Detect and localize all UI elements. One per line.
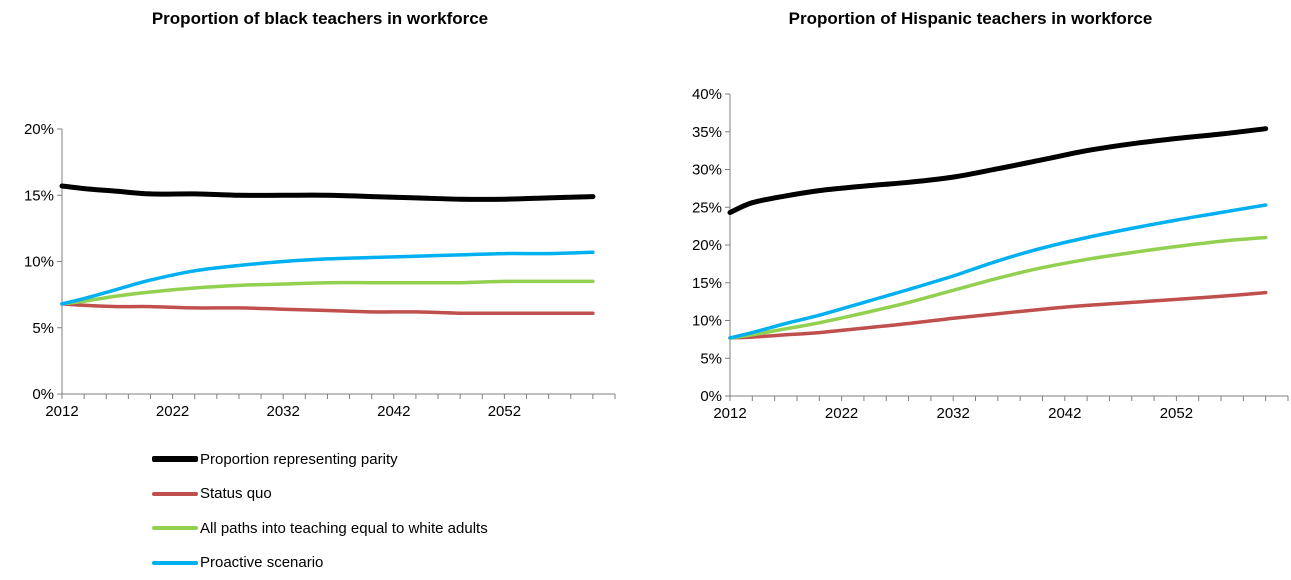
y-tick-label: 35% bbox=[692, 124, 722, 141]
x-tick-label: 2012 bbox=[713, 405, 746, 422]
x-tick-label: 2012 bbox=[45, 403, 78, 420]
y-tick-label: 5% bbox=[32, 320, 54, 337]
legend-item-equal-paths: All paths into teaching equal to white a… bbox=[152, 511, 612, 546]
legend-swatch bbox=[152, 526, 198, 530]
y-tick-label: 5% bbox=[700, 350, 722, 367]
legend-swatch bbox=[152, 492, 198, 496]
x-tick-label: 2042 bbox=[377, 403, 410, 420]
y-tick-label: 30% bbox=[692, 162, 722, 179]
y-tick-label: 0% bbox=[700, 388, 722, 405]
chart-legend: Proportion representing parity Status qu… bbox=[152, 442, 612, 580]
series-line-status-quo bbox=[62, 304, 593, 313]
legend-item-proactive: Proactive scenario bbox=[152, 546, 612, 580]
x-tick-label: 2052 bbox=[488, 403, 521, 420]
line-chart-hispanic: 0% 5% 10% 15% 20% 25% 30% 35% 40% 2012 2022 2032 204… bbox=[650, 0, 1291, 440]
y-tick-label: 25% bbox=[692, 199, 722, 216]
y-tick-label: 10% bbox=[692, 313, 722, 330]
chart-hispanic-teachers: Proportion of Hispanic teachers in workf… bbox=[650, 0, 1291, 569]
y-tick-label: 0% bbox=[32, 386, 54, 403]
x-tick-label: 2052 bbox=[1160, 405, 1193, 422]
legend-swatch bbox=[152, 456, 198, 462]
y-tick-label: 15% bbox=[24, 187, 54, 204]
y-tick-label: 40% bbox=[692, 86, 722, 103]
legend-label: Status quo bbox=[200, 485, 272, 502]
legend-label: All paths into teaching equal to white a… bbox=[200, 520, 488, 537]
legend-item-parity: Proportion representing parity bbox=[152, 442, 612, 477]
line-chart-black: 0% 5% 10% 15% 20% 2012 2022 2032 2042 2052 bbox=[0, 0, 640, 440]
x-tick-label: 2022 bbox=[825, 405, 858, 422]
x-tick-label: 2022 bbox=[156, 403, 189, 420]
series-line-proactive-scenario bbox=[730, 205, 1266, 338]
legend-item-status-quo: Status quo bbox=[152, 477, 612, 512]
series-line-all-paths-into-teaching-equal-to-white-adults bbox=[730, 238, 1266, 338]
series-line-all-paths-into-teaching-equal-to-white-adults bbox=[62, 281, 593, 304]
y-tick-label: 20% bbox=[24, 121, 54, 138]
y-tick-label: 15% bbox=[692, 275, 722, 292]
legend-swatch bbox=[152, 561, 198, 565]
series-line-status-quo bbox=[730, 293, 1266, 338]
x-tick-label: 2042 bbox=[1048, 405, 1081, 422]
series-line-proportion-representing-parity bbox=[730, 129, 1266, 213]
y-tick-label: 20% bbox=[692, 237, 722, 254]
x-tick-label: 2032 bbox=[937, 405, 970, 422]
legend-label: Proportion representing parity bbox=[200, 451, 398, 468]
series-line-proactive-scenario bbox=[62, 252, 593, 304]
series-line-proportion-representing-parity bbox=[62, 186, 593, 199]
y-tick-label: 10% bbox=[24, 254, 54, 271]
x-tick-label: 2032 bbox=[267, 403, 300, 420]
